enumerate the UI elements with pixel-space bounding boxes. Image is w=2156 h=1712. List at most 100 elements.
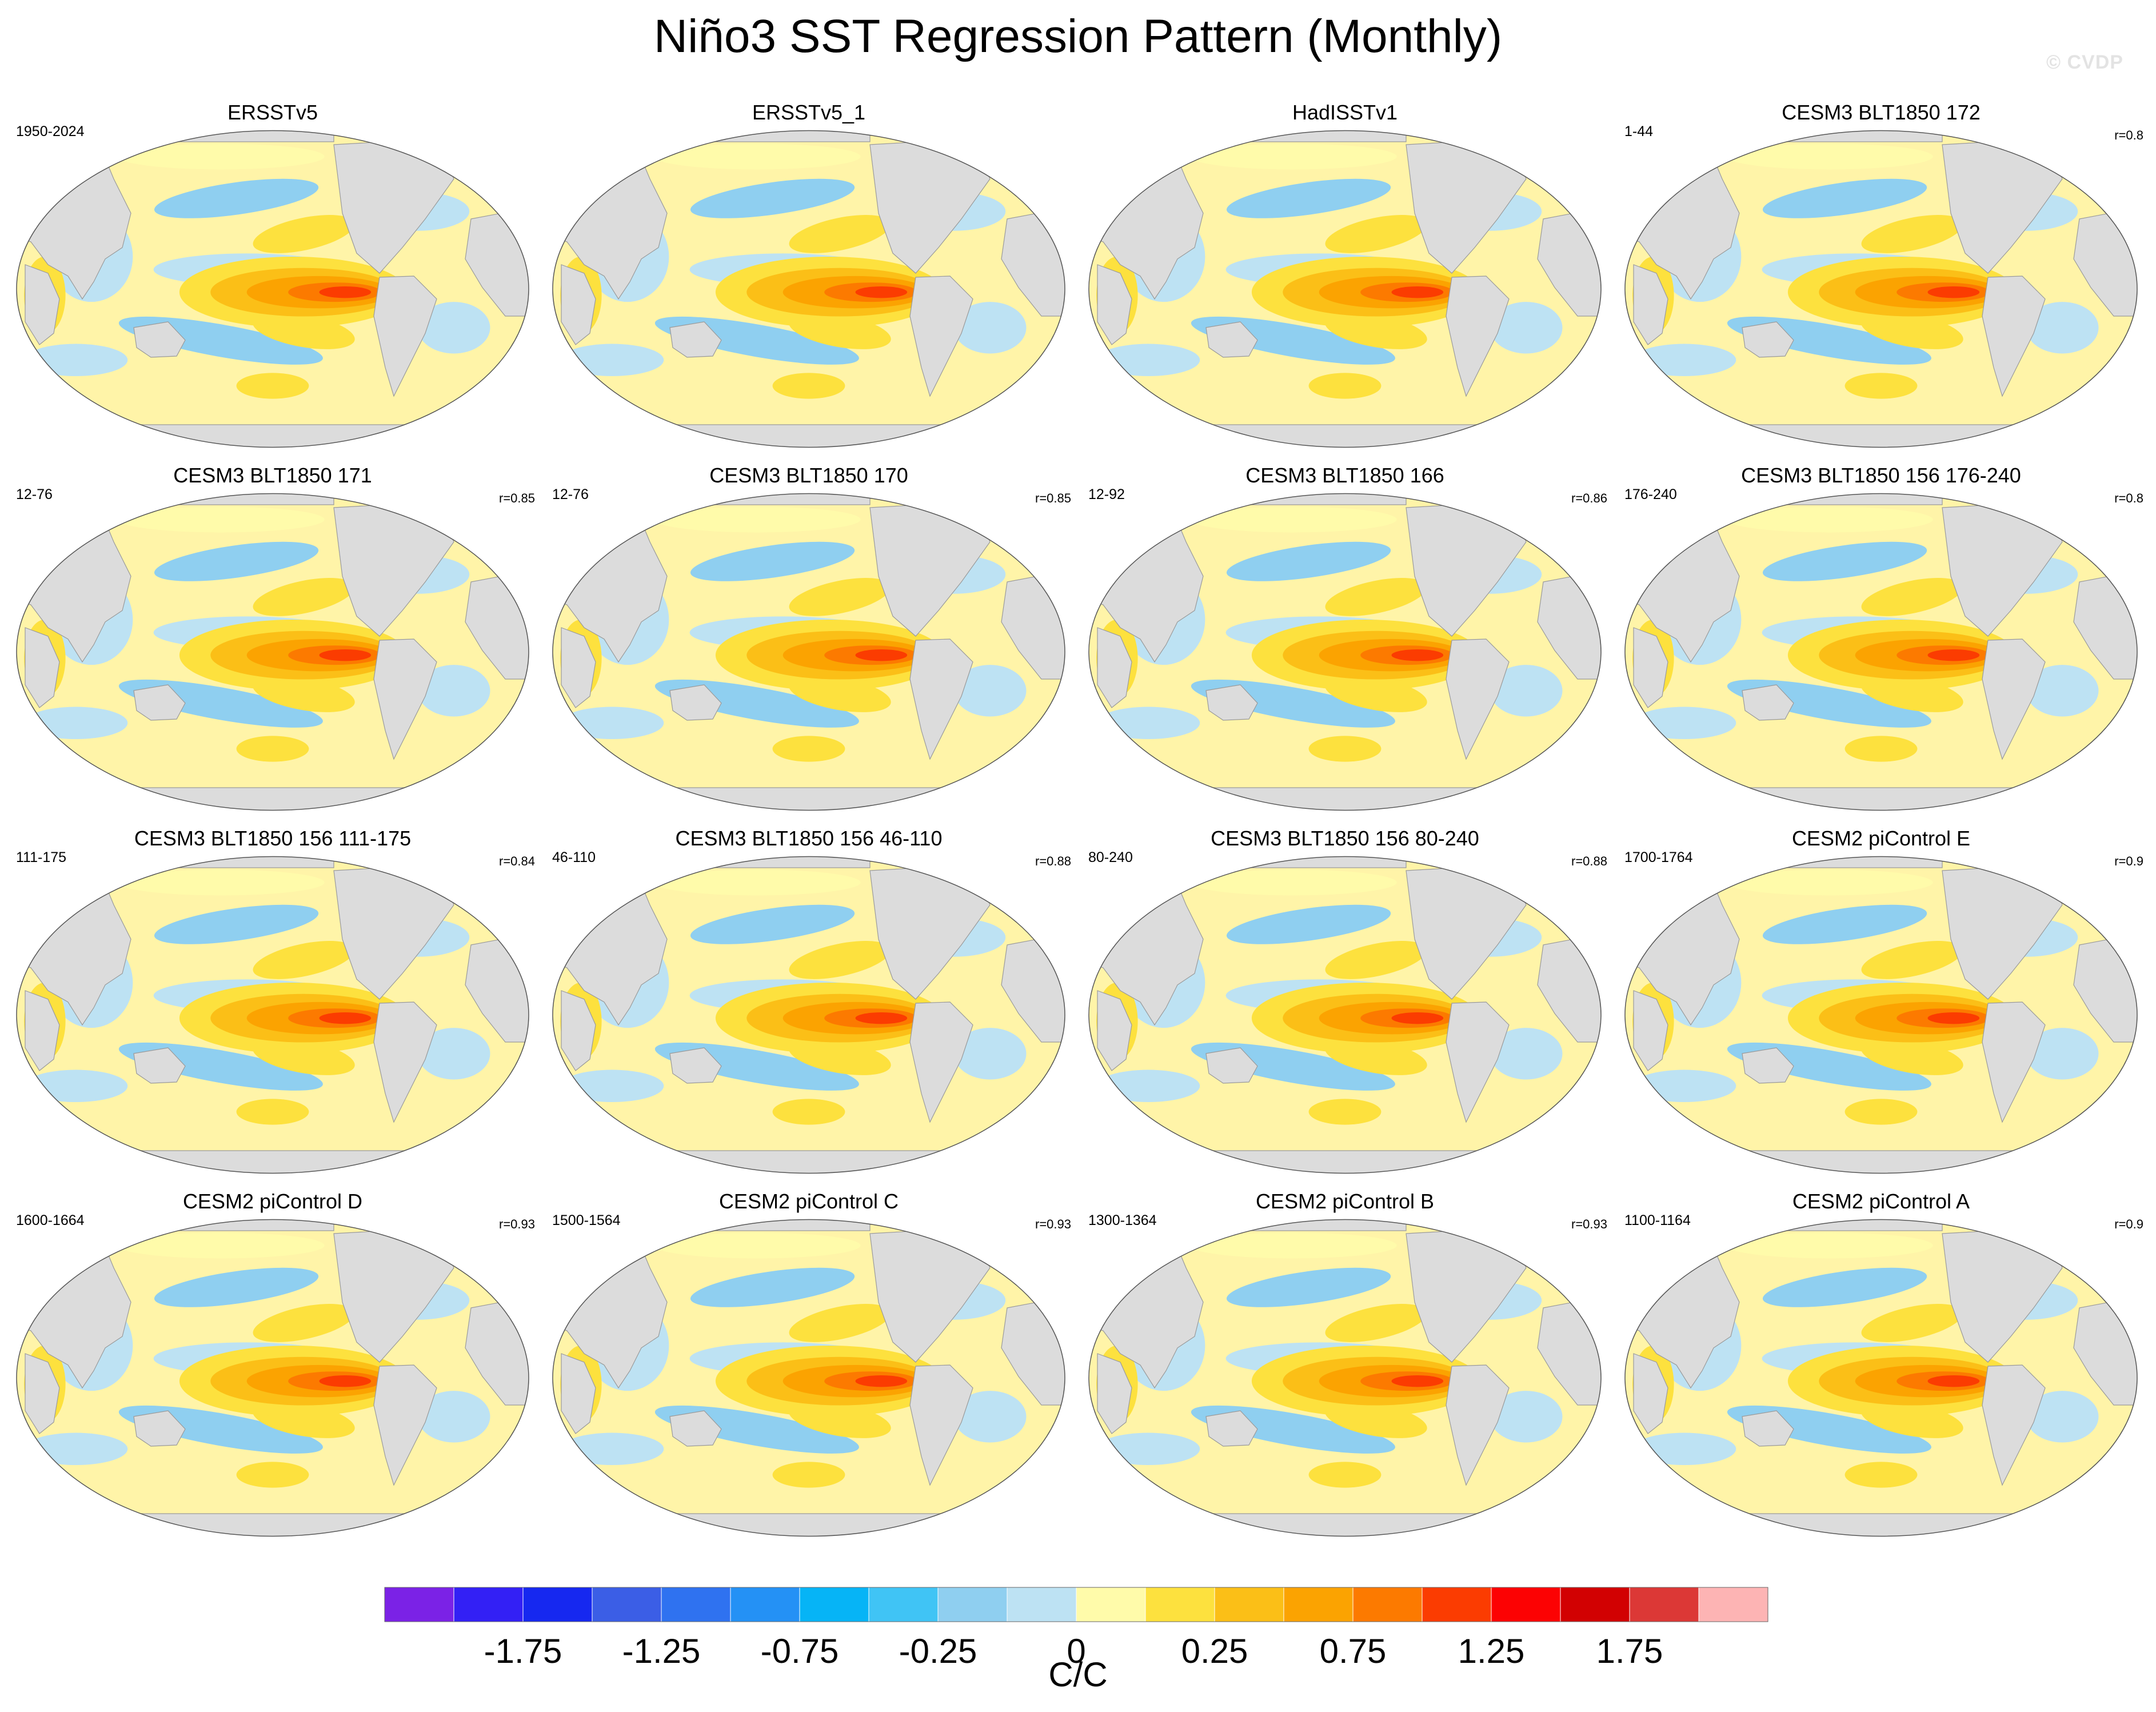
map-panel: HadISSTv1 — [1079, 100, 1611, 460]
pattern-correlation: r=0.85 — [1035, 491, 1071, 505]
pattern-correlation: r=0.93 — [1035, 1217, 1071, 1231]
land-mass — [150, 856, 334, 868]
anomaly-region — [154, 178, 319, 218]
cvdp-watermark: © CVDP — [2046, 51, 2123, 73]
anomaly-region — [953, 665, 1027, 717]
anomaly-region — [690, 178, 855, 218]
anomaly-region — [1308, 373, 1382, 399]
anomaly-region — [253, 941, 355, 979]
sst-regression-map — [552, 493, 1065, 811]
anomaly-region — [417, 1028, 490, 1080]
land-mass — [1759, 130, 1943, 142]
land-mass — [561, 627, 596, 708]
sst-regression-map — [16, 493, 529, 811]
warm-tongue-contour — [1927, 1012, 1980, 1024]
colorbar-swatch — [937, 1587, 1008, 1622]
panel-years: 12-76 — [16, 486, 53, 502]
warm-tongue-contour — [319, 1375, 372, 1387]
colorbar-swatch — [1076, 1587, 1146, 1622]
land-mass — [17, 424, 529, 448]
map-panel: CESM3 BLT1850 172 1-44 r=0.8 — [1615, 100, 2147, 460]
panel-title: CESM2 piControl D — [182, 1190, 363, 1213]
panel-years: 1600-1664 — [16, 1212, 85, 1228]
land-mass — [1097, 264, 1132, 345]
land-mass — [669, 1410, 722, 1447]
anomaly-region — [253, 215, 355, 253]
map-panel: CESM3 BLT1850 166 12-92 r=0.86 — [1079, 463, 1611, 823]
map-panel: CESM2 piControl C 1500-1564 r=0.93 — [543, 1189, 1075, 1549]
anomaly-region — [117, 1232, 325, 1259]
land-mass — [1097, 990, 1132, 1071]
anomaly-region — [789, 941, 891, 979]
anomaly-region — [1861, 1304, 1963, 1342]
land-mass — [1759, 856, 1943, 868]
anomaly-region — [1096, 707, 1200, 740]
land-mass — [561, 990, 596, 1071]
sst-regression-map — [1088, 130, 1602, 448]
panel-title: CESM3 BLT1850 171 — [173, 464, 372, 487]
land-mass — [1759, 1219, 1943, 1231]
land-mass — [150, 130, 334, 142]
land-mass — [1742, 1410, 1794, 1447]
anomaly-region — [1762, 1267, 1927, 1307]
sst-regression-map — [1624, 493, 2138, 811]
anomaly-region — [953, 1391, 1027, 1443]
sst-regression-map — [16, 856, 529, 1174]
anomaly-region — [1844, 373, 1918, 399]
anomaly-region — [1189, 506, 1397, 533]
panel-title: CESM2 piControl A — [1792, 1190, 1970, 1213]
land-mass — [1625, 424, 2137, 448]
land-mass — [686, 130, 871, 142]
land-mass — [1446, 1001, 1510, 1123]
anomaly-region — [560, 344, 664, 377]
warm-tongue-contour — [319, 286, 372, 298]
land-mass — [17, 1513, 529, 1537]
land-mass — [1223, 130, 1407, 142]
map-panel: CESM3 BLT1850 156 176-240 176-240 r=0.8 — [1615, 463, 2147, 823]
anomaly-region — [236, 736, 309, 762]
land-mass — [561, 264, 596, 345]
panel-years: 1100-1164 — [1624, 1212, 1691, 1228]
warm-tongue-contour — [855, 1375, 908, 1387]
anomaly-region — [24, 344, 128, 377]
warm-tongue-contour — [855, 286, 908, 298]
panel-years: 111-175 — [16, 849, 67, 865]
anomaly-region — [1096, 1432, 1200, 1466]
anomaly-region — [417, 1391, 490, 1443]
land-mass — [1982, 1364, 2046, 1486]
land-mass — [553, 787, 1065, 811]
warm-tongue-contour — [1927, 286, 1980, 298]
pattern-correlation: r=0.93 — [1571, 1217, 1607, 1231]
anomaly-region — [1762, 178, 1927, 218]
panel-years: 176-240 — [1624, 486, 1677, 502]
panel-title: CESM3 BLT1850 156 111-175 — [134, 827, 412, 850]
land-mass — [561, 1353, 596, 1434]
land-mass — [1633, 264, 1668, 345]
land-mass — [909, 1364, 973, 1486]
anomaly-region — [560, 707, 664, 740]
land-mass — [1205, 1410, 1258, 1447]
land-mass — [373, 276, 437, 397]
anomaly-region — [953, 302, 1027, 354]
land-mass — [1089, 1513, 1601, 1537]
sst-regression-map — [1624, 1219, 2138, 1537]
colorbar-swatch — [592, 1587, 662, 1622]
panel-years: 12-92 — [1088, 486, 1125, 502]
land-mass — [1446, 1364, 1510, 1486]
anomaly-region — [1226, 1267, 1391, 1307]
colorbar-swatch — [384, 1587, 454, 1622]
anomaly-region — [1861, 941, 1963, 979]
land-mass — [133, 684, 186, 721]
land-mass — [1633, 990, 1668, 1071]
land-mass — [1097, 627, 1132, 708]
land-mass — [553, 1513, 1065, 1537]
map-panel: CESM3 BLT1850 156 80-240 80-240 r=0.88 — [1079, 826, 1611, 1186]
anomaly-region — [1632, 344, 1736, 377]
land-mass — [1742, 321, 1794, 358]
land-mass — [150, 1219, 334, 1231]
anomaly-region — [690, 904, 855, 944]
land-mass — [1089, 1150, 1601, 1174]
land-mass — [686, 856, 871, 868]
land-mass — [1742, 1047, 1794, 1084]
land-mass — [150, 493, 334, 505]
